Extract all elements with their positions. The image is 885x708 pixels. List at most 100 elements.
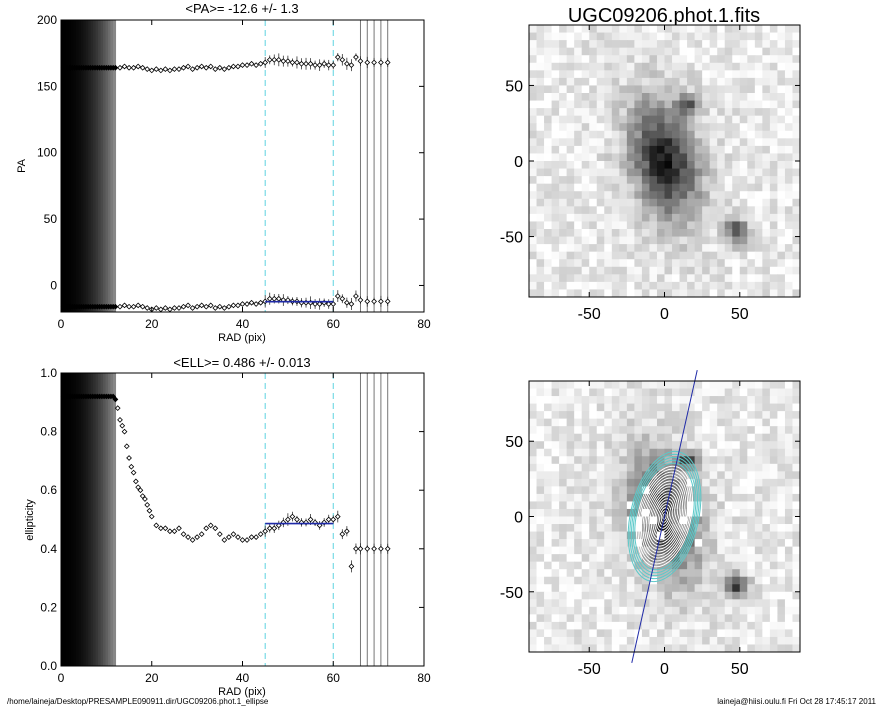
- image-pixel: [792, 621, 801, 630]
- image-pixel: [536, 614, 545, 623]
- image-pixel: [687, 93, 696, 102]
- x-tick-label: 0: [660, 661, 669, 678]
- data-point: [185, 534, 191, 540]
- image-pixel: [559, 508, 568, 517]
- image-pixel: [536, 576, 545, 585]
- image-pixel: [784, 289, 793, 298]
- image-pixel: [784, 433, 793, 442]
- center-band-strip: [98, 20, 102, 312]
- image-pixel: [581, 531, 590, 540]
- image-pixel: [762, 229, 771, 238]
- image-pixel: [559, 396, 568, 405]
- image-pixel: [709, 289, 718, 298]
- image-pixel: [611, 213, 620, 222]
- center-band-strip: [75, 20, 79, 312]
- image-pixel: [544, 418, 553, 427]
- image-pixel: [559, 85, 568, 94]
- image-pixel: [529, 531, 538, 540]
- image-pixel: [694, 40, 703, 49]
- image-pixel: [792, 493, 801, 502]
- image-pixel: [619, 153, 628, 162]
- image-pixel: [551, 411, 560, 420]
- image-pixel: [641, 463, 650, 472]
- image-pixel: [574, 591, 583, 600]
- image-pixel: [574, 47, 583, 56]
- image-pixel: [611, 584, 620, 593]
- image-pixel: [649, 403, 658, 412]
- image-pixel: [784, 576, 793, 585]
- image-pixel: [679, 614, 688, 623]
- image-pixel: [649, 289, 658, 298]
- image-pixel: [717, 463, 726, 472]
- image-pixel: [679, 25, 688, 34]
- image-pixel: [724, 183, 733, 192]
- image-pixel: [581, 441, 590, 450]
- image-pixel: [679, 576, 688, 585]
- image-pixel: [672, 32, 681, 41]
- image-pixel: [566, 426, 575, 435]
- image-pixel: [694, 77, 703, 86]
- image-pixel: [574, 396, 583, 405]
- image-pixel: [724, 236, 733, 245]
- image-pixel: [626, 614, 635, 623]
- image-pixel: [762, 636, 771, 645]
- image-pixel: [792, 100, 801, 109]
- image-pixel: [634, 584, 643, 593]
- image-pixel: [769, 266, 778, 275]
- image-pixel: [551, 161, 560, 170]
- image-pixel: [566, 606, 575, 615]
- image-pixel: [702, 47, 711, 56]
- image-pixel: [754, 411, 763, 420]
- image-pixel: [536, 539, 545, 548]
- image-pixel: [792, 115, 801, 124]
- image-pixel: [574, 100, 583, 109]
- image-pixel: [604, 274, 613, 283]
- image-pixel: [649, 644, 658, 653]
- image-pixel: [589, 274, 598, 283]
- image-pixel: [574, 418, 583, 427]
- y-tick-label: 50: [505, 434, 523, 451]
- image-pixel: [717, 524, 726, 533]
- image-pixel: [551, 636, 560, 645]
- center-band-strip: [103, 20, 107, 312]
- image-pixel: [626, 486, 635, 495]
- image-pixel: [611, 636, 620, 645]
- image-pixel: [656, 100, 665, 109]
- image-pixel: [536, 100, 545, 109]
- image-pixel: [762, 251, 771, 260]
- image-pixel: [634, 153, 643, 162]
- image-pixel: [687, 176, 696, 185]
- image-pixel: [581, 274, 590, 283]
- image-pixel: [769, 115, 778, 124]
- image-pixel: [529, 381, 538, 390]
- image-pixel: [784, 456, 793, 465]
- image-pixel: [551, 524, 560, 533]
- image-pixel: [551, 644, 560, 653]
- image-pixel: [709, 448, 718, 457]
- image-pixel: [672, 524, 681, 533]
- data-point: [167, 67, 173, 74]
- image-pixel: [559, 213, 568, 222]
- image-pixel: [784, 62, 793, 71]
- image-pixel: [656, 70, 665, 79]
- image-pixel: [694, 621, 703, 630]
- image-pixel: [536, 85, 545, 94]
- image-pixel: [732, 621, 741, 630]
- image-pixel: [709, 539, 718, 548]
- image-pixel: [551, 70, 560, 79]
- image-pixel: [672, 396, 681, 405]
- image-pixel: [717, 40, 726, 49]
- image-pixel: [724, 274, 733, 283]
- image-pixel: [709, 554, 718, 563]
- image-pixel: [611, 629, 620, 638]
- image-pixel: [777, 229, 786, 238]
- image-pixel: [694, 591, 703, 600]
- image-pixel: [581, 403, 590, 412]
- image-pixel: [596, 388, 605, 397]
- image-pixel: [687, 636, 696, 645]
- image-pixel: [739, 516, 748, 525]
- image-pixel: [559, 524, 568, 533]
- image-pixel: [694, 629, 703, 638]
- image-pixel: [596, 381, 605, 390]
- image-pixel: [762, 70, 771, 79]
